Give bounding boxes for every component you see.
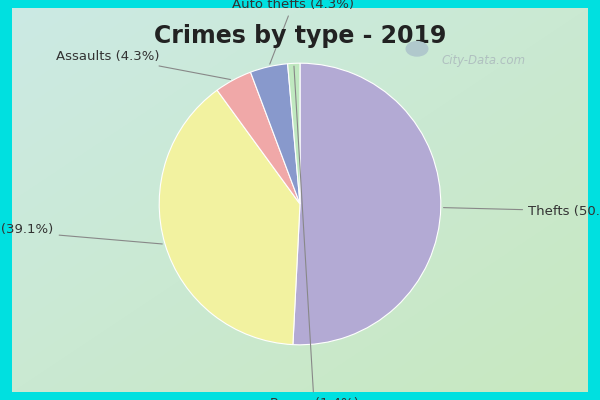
Text: City-Data.com: City-Data.com	[441, 54, 525, 67]
Wedge shape	[251, 64, 300, 204]
Text: i: i	[415, 44, 418, 53]
Text: Crimes by type - 2019: Crimes by type - 2019	[154, 24, 446, 48]
Text: Rapes (1.4%): Rapes (1.4%)	[270, 66, 358, 400]
Wedge shape	[293, 63, 441, 345]
Text: Auto thefts (4.3%): Auto thefts (4.3%)	[232, 0, 354, 64]
Wedge shape	[159, 90, 300, 345]
Wedge shape	[287, 63, 300, 204]
Wedge shape	[217, 72, 300, 204]
Text: Burglaries (39.1%): Burglaries (39.1%)	[0, 223, 162, 244]
Text: Assaults (4.3%): Assaults (4.3%)	[56, 50, 230, 80]
Text: Thefts (50.7%): Thefts (50.7%)	[443, 204, 600, 218]
